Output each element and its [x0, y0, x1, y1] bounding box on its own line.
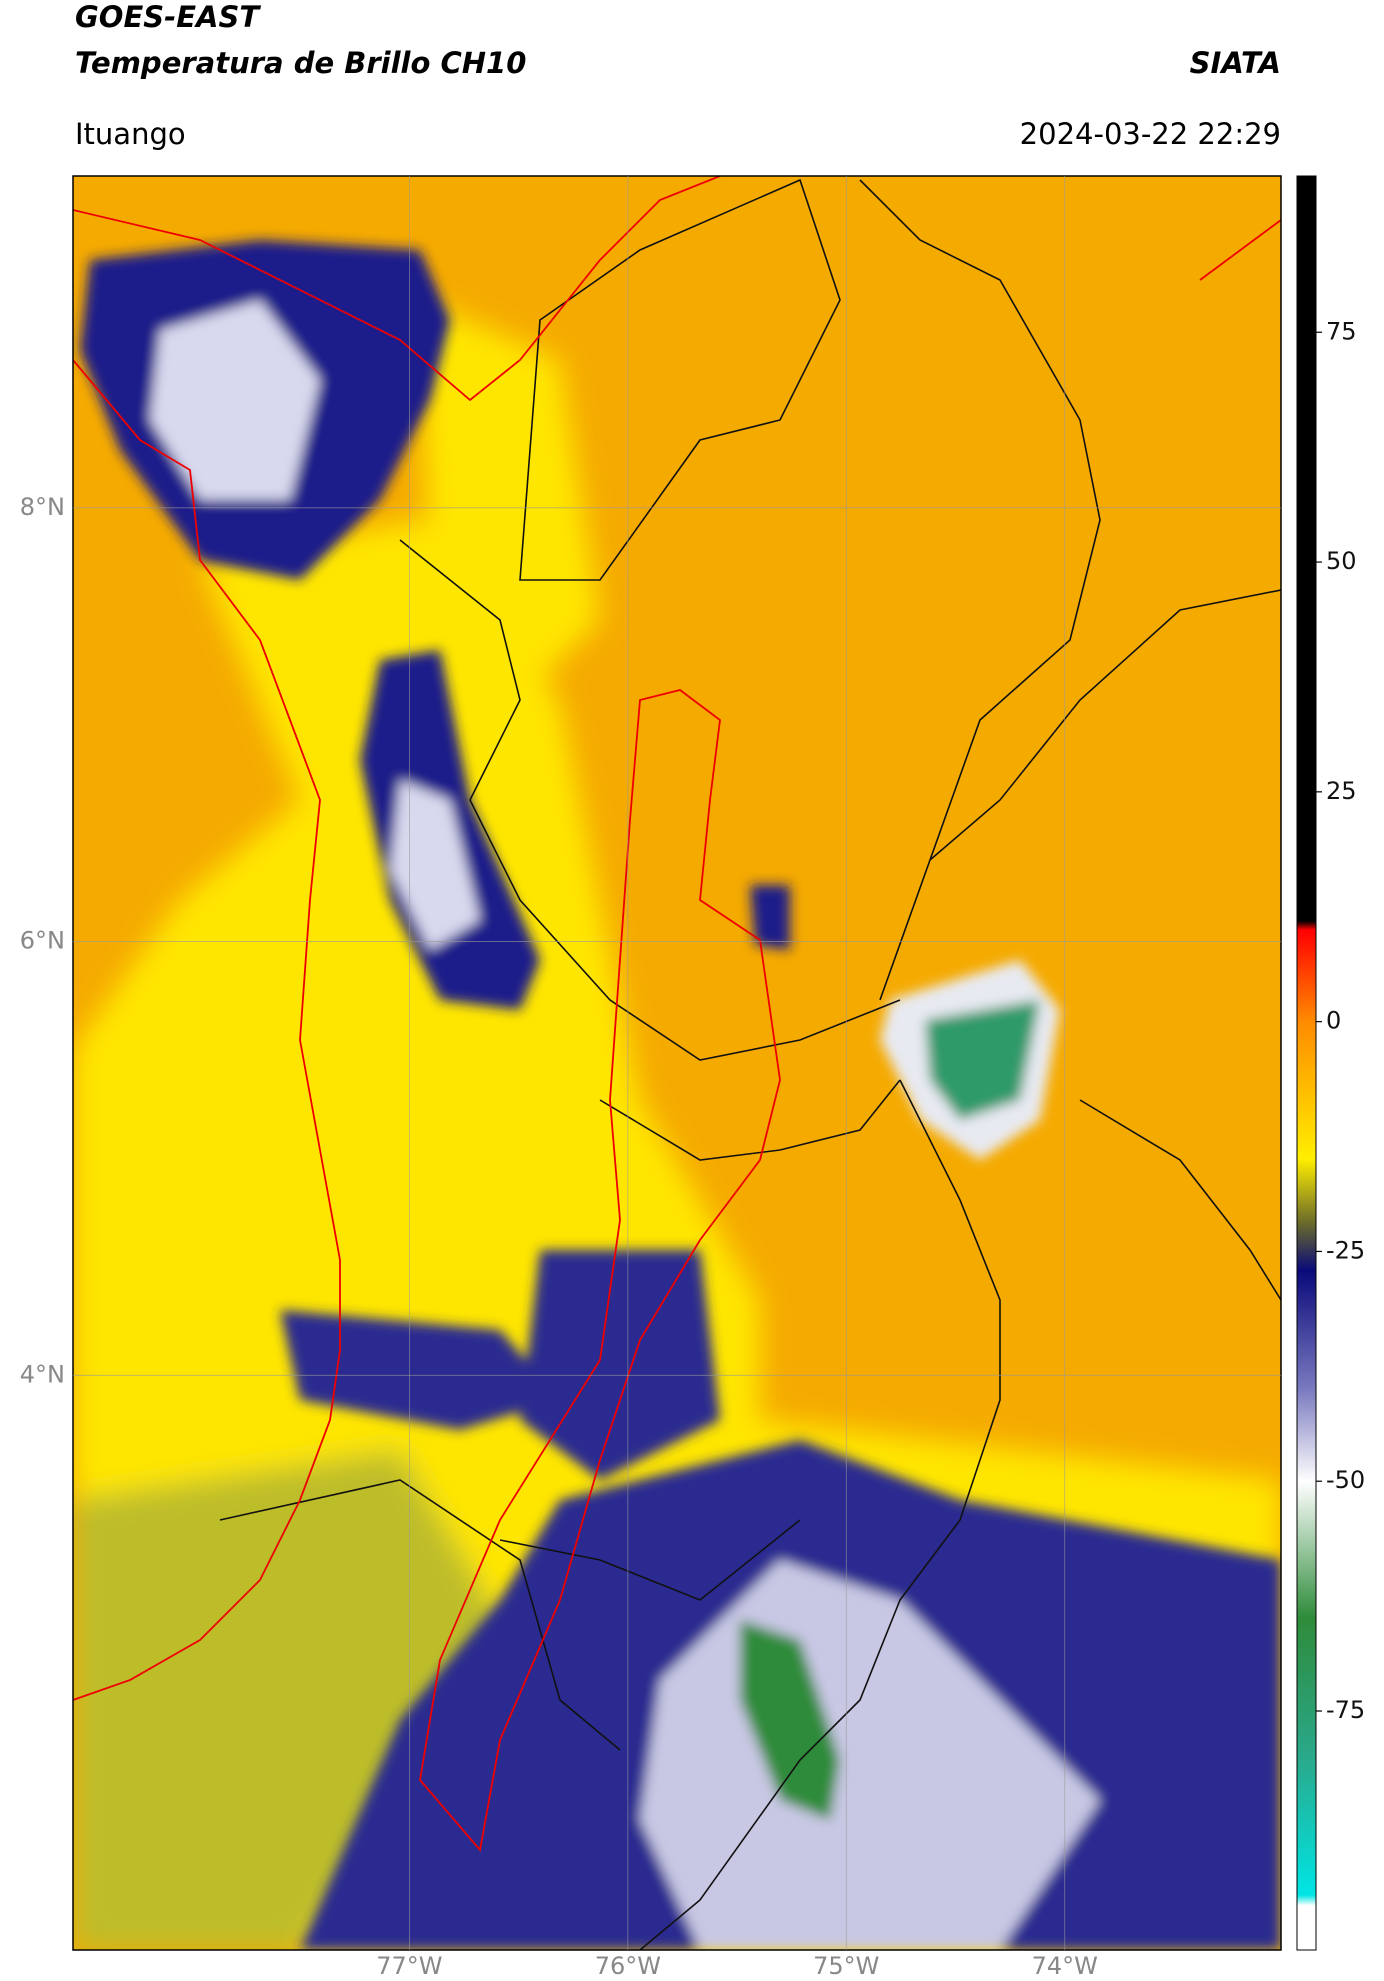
colorbar-tick-label: 0 [1326, 1007, 1341, 1035]
colorbar-tick-label: 50 [1326, 547, 1357, 575]
colorbar-tick-label: 25 [1326, 777, 1357, 805]
coast-and-basin [73, 176, 1281, 1853]
admin-borders [219, 178, 1281, 1950]
colorbar-tick-label: -75 [1326, 1696, 1365, 1724]
map-image [73, 176, 1281, 1950]
location: Ituango [75, 117, 186, 151]
y-tick-label: 4°N [20, 1360, 65, 1388]
axes: 77°W 76°W 75°W 74°W 8°N 6°N 4°N 75 50 25 0 -25 -50 -7… [20, 176, 1365, 1980]
cold-clouds [80, 240, 1281, 1950]
source: SIATA [1190, 46, 1281, 80]
y-tick-label: 6°N [20, 927, 65, 955]
y-tick-label: 8°N [20, 493, 65, 521]
colorbar-tick-label: -50 [1326, 1466, 1365, 1494]
x-tick-label: 75°W [813, 1952, 879, 1980]
title: GOES-EAST [75, 0, 261, 34]
colorbar-tick-label: -25 [1326, 1236, 1365, 1264]
subtitle: Temperatura de Brillo CH10 [75, 46, 526, 80]
x-tick-label: 77°W [376, 1952, 442, 1980]
colorbar [1296, 175, 1317, 1951]
x-tick-label: 74°W [1032, 1952, 1098, 1980]
colorbar-tick-label: 75 [1326, 317, 1357, 345]
datetime: 2024-03-22 22:29 [1020, 117, 1281, 151]
map-frame [72, 175, 1282, 1951]
x-tick-label: 76°W [595, 1952, 661, 1980]
